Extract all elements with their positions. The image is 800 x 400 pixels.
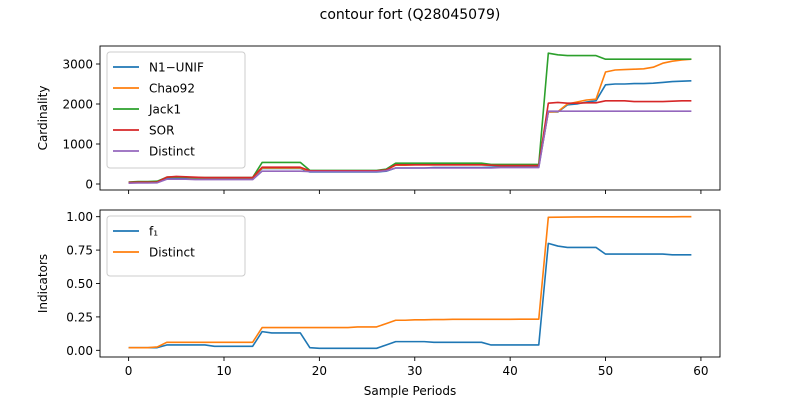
legend-box xyxy=(106,215,246,277)
legend-label: f₁ xyxy=(149,225,158,239)
x-tick-label: 50 xyxy=(598,364,613,378)
legend-label: N1−UNIF xyxy=(149,61,204,75)
y-tick-label: 1000 xyxy=(62,138,93,152)
x-tick-label: 0 xyxy=(125,364,133,378)
y-tick-label: 0.00 xyxy=(66,344,93,358)
y-tick-label: 0.50 xyxy=(66,277,93,291)
x-tick-label: 20 xyxy=(312,364,327,378)
y-tick-label: 0 xyxy=(85,178,93,192)
series-line-0-3 xyxy=(128,100,692,184)
y-axis-label: Indicators xyxy=(36,254,50,313)
x-tick-label: 10 xyxy=(216,364,231,378)
x-tick-label: 60 xyxy=(693,364,708,378)
legend-label: Jack1 xyxy=(148,103,181,117)
series-line-1-1 xyxy=(128,215,692,349)
y-tick-label: 3000 xyxy=(62,58,93,72)
x-tick-label: 30 xyxy=(407,364,422,378)
series-line-1-0 xyxy=(128,242,692,350)
legend-label: SOR xyxy=(149,124,174,138)
y-axis-label: Cardinality xyxy=(36,86,50,151)
figure-title: contour fort (Q28045079) xyxy=(320,7,501,23)
axes-frame xyxy=(99,45,721,191)
legend-label: Distinct xyxy=(149,246,195,260)
indicators-axes: 0 10 20 30 40 50 60 0.00 0.25 0.50 0.75 1.00 Indicat… xyxy=(36,209,721,398)
legend-label: Chao92 xyxy=(149,82,195,96)
cardinality-axes: 0 1000 2000 3000 Cardinality N1−UNIF Chao92 Jac… xyxy=(36,45,721,194)
y-tick-label: 2000 xyxy=(62,98,93,112)
x-tick-label: 40 xyxy=(503,364,518,378)
y-tick-label: 1.00 xyxy=(66,210,93,224)
y-tick-label: 0.75 xyxy=(66,244,93,258)
series-line-0-4 xyxy=(128,110,692,184)
y-tick-label: 0.25 xyxy=(66,310,93,324)
legend-box xyxy=(106,51,246,169)
x-axis-label: Sample Periods xyxy=(364,384,456,398)
legend-label: Distinct xyxy=(149,145,195,159)
